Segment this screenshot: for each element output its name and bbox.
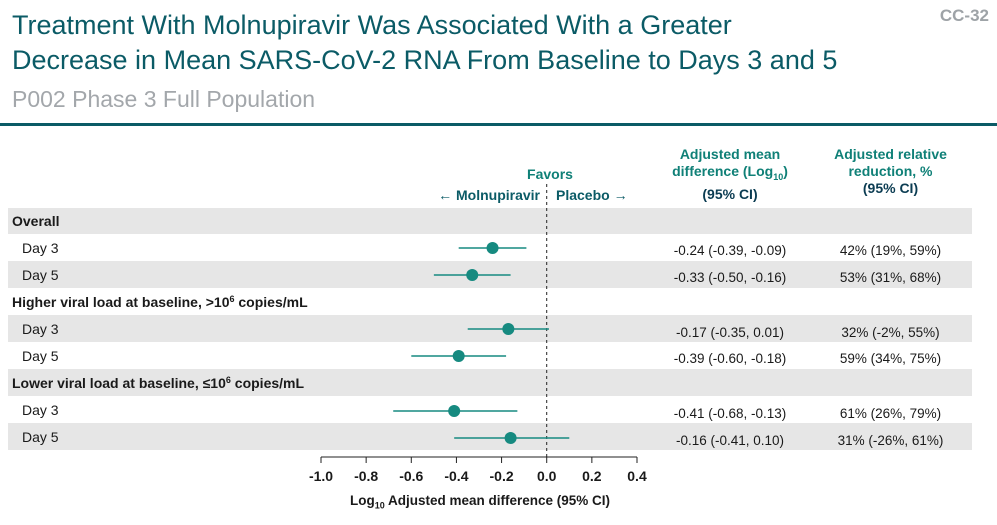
mean-header-line2-sub: 10 bbox=[773, 171, 784, 182]
section-label-text: Higher viral load at baseline, >10 bbox=[12, 294, 230, 310]
section-label-sup: 6 bbox=[225, 375, 231, 385]
point-estimate bbox=[486, 242, 499, 254]
section-label-sup: 6 bbox=[229, 294, 235, 304]
x-axis-tick-label: -0.6 bbox=[399, 468, 423, 484]
x-axis-tick-label: -0.8 bbox=[354, 468, 378, 484]
mean-ci-value: -0.16 (-0.41, 0.10) bbox=[675, 433, 785, 448]
row-label-lower-day5: Day 5 bbox=[22, 429, 59, 445]
point-estimate bbox=[504, 432, 517, 444]
relative-header-line2: reduction, % bbox=[848, 163, 933, 179]
slide-id: CC-32 bbox=[939, 6, 989, 25]
mean-ci-value: -0.41 (-0.68, -0.13) bbox=[673, 406, 787, 421]
favors-placebo-label: Placebo → bbox=[556, 187, 628, 203]
mean-ci-value: -0.39 (-0.60, -0.18) bbox=[673, 351, 787, 366]
favors-molnupiravir-label: ← Molnupiravir bbox=[438, 187, 540, 203]
relative-header-line1: Adjusted relative bbox=[834, 146, 947, 162]
row-label-overall-day3: Day 3 bbox=[22, 240, 59, 256]
point-estimate bbox=[448, 405, 461, 417]
mean-ci-value: -0.33 (-0.50, -0.16) bbox=[673, 270, 787, 285]
section-label-suffix: copies/mL bbox=[234, 294, 308, 310]
mean-header-line1: Adjusted mean bbox=[679, 146, 781, 162]
relative-header-line3: (95% CI) bbox=[862, 180, 919, 196]
mean-ci-value: -0.17 (-0.35, 0.01) bbox=[675, 325, 785, 340]
slide-title: Treatment With Molnupiravir Was Associat… bbox=[12, 8, 942, 78]
row-label-overall-day5: Day 5 bbox=[22, 267, 59, 283]
x-axis-title-text: Adjusted mean difference (95% CI) bbox=[384, 493, 611, 508]
mean-header-line2: difference (Log10) bbox=[672, 163, 788, 182]
row-label-higher-day5: Day 5 bbox=[22, 348, 59, 364]
section-label-higher-viral-load: Higher viral load at baseline, >106 copi… bbox=[12, 289, 308, 315]
x-axis-title-log: Log bbox=[349, 493, 375, 508]
relative-reduction-value: 32% (-2%, 55%) bbox=[841, 325, 940, 340]
relative-reduction-value: 61% (26%, 79%) bbox=[839, 406, 942, 421]
x-axis-tick-label: 0.0 bbox=[537, 468, 557, 484]
relative-reduction-value: 59% (34%, 75%) bbox=[839, 351, 942, 366]
point-estimate bbox=[466, 269, 479, 281]
x-axis-title-sub: 10 bbox=[374, 500, 385, 511]
row-label-higher-day3: Day 3 bbox=[22, 321, 59, 337]
x-axis-tick-label: 0.4 bbox=[627, 468, 647, 484]
mean-difference-column-header: Adjusted mean difference (Log10) (95% CI… bbox=[655, 146, 805, 203]
section-label-lower-viral-load: Lower viral load at baseline, ≤106 copie… bbox=[12, 370, 304, 396]
relative-reduction-value: 53% (31%, 68%) bbox=[839, 270, 942, 285]
x-axis-tick-label: -0.2 bbox=[490, 468, 514, 484]
mean-ci-value: -0.24 (-0.39, -0.09) bbox=[673, 243, 787, 258]
favors-heading: Favors bbox=[527, 166, 573, 182]
x-axis-tick-label: -1.0 bbox=[309, 468, 333, 484]
slide-title-line2: Decrease in Mean SARS-CoV-2 RNA From Bas… bbox=[12, 45, 838, 75]
point-estimate bbox=[452, 350, 465, 362]
point-estimate bbox=[502, 323, 515, 335]
section-label-overall: Overall bbox=[12, 208, 59, 234]
row-label-lower-day3: Day 3 bbox=[22, 402, 59, 418]
title-divider bbox=[0, 123, 997, 126]
x-axis-tick-label: 0.2 bbox=[582, 468, 602, 484]
row-band bbox=[8, 208, 972, 234]
slide-title-line1: Treatment With Molnupiravir Was Associat… bbox=[12, 10, 732, 40]
section-label-text: Overall bbox=[12, 213, 60, 229]
mean-header-line2-text: difference (Log bbox=[672, 163, 774, 179]
row-band bbox=[8, 369, 972, 396]
relative-reduction-column-header: Adjusted relative reduction, % (95% CI) bbox=[818, 146, 963, 197]
row-band bbox=[8, 423, 972, 450]
slide-subtitle: P002 Phase 3 Full Population bbox=[12, 86, 316, 112]
mean-header-line3: (95% CI) bbox=[702, 185, 758, 202]
mean-header-line2-close: ) bbox=[783, 163, 788, 179]
x-axis-tick-label: -0.4 bbox=[444, 468, 468, 484]
relative-reduction-value: 31% (-26%, 61%) bbox=[837, 433, 944, 448]
x-axis-title: Log10 Adjusted mean difference (95% CI) bbox=[280, 493, 680, 511]
relative-reduction-value: 42% (19%, 59%) bbox=[839, 243, 942, 258]
section-label-suffix: copies/mL bbox=[230, 375, 305, 391]
section-label-text: Lower viral load at baseline, ≤10 bbox=[12, 375, 226, 391]
